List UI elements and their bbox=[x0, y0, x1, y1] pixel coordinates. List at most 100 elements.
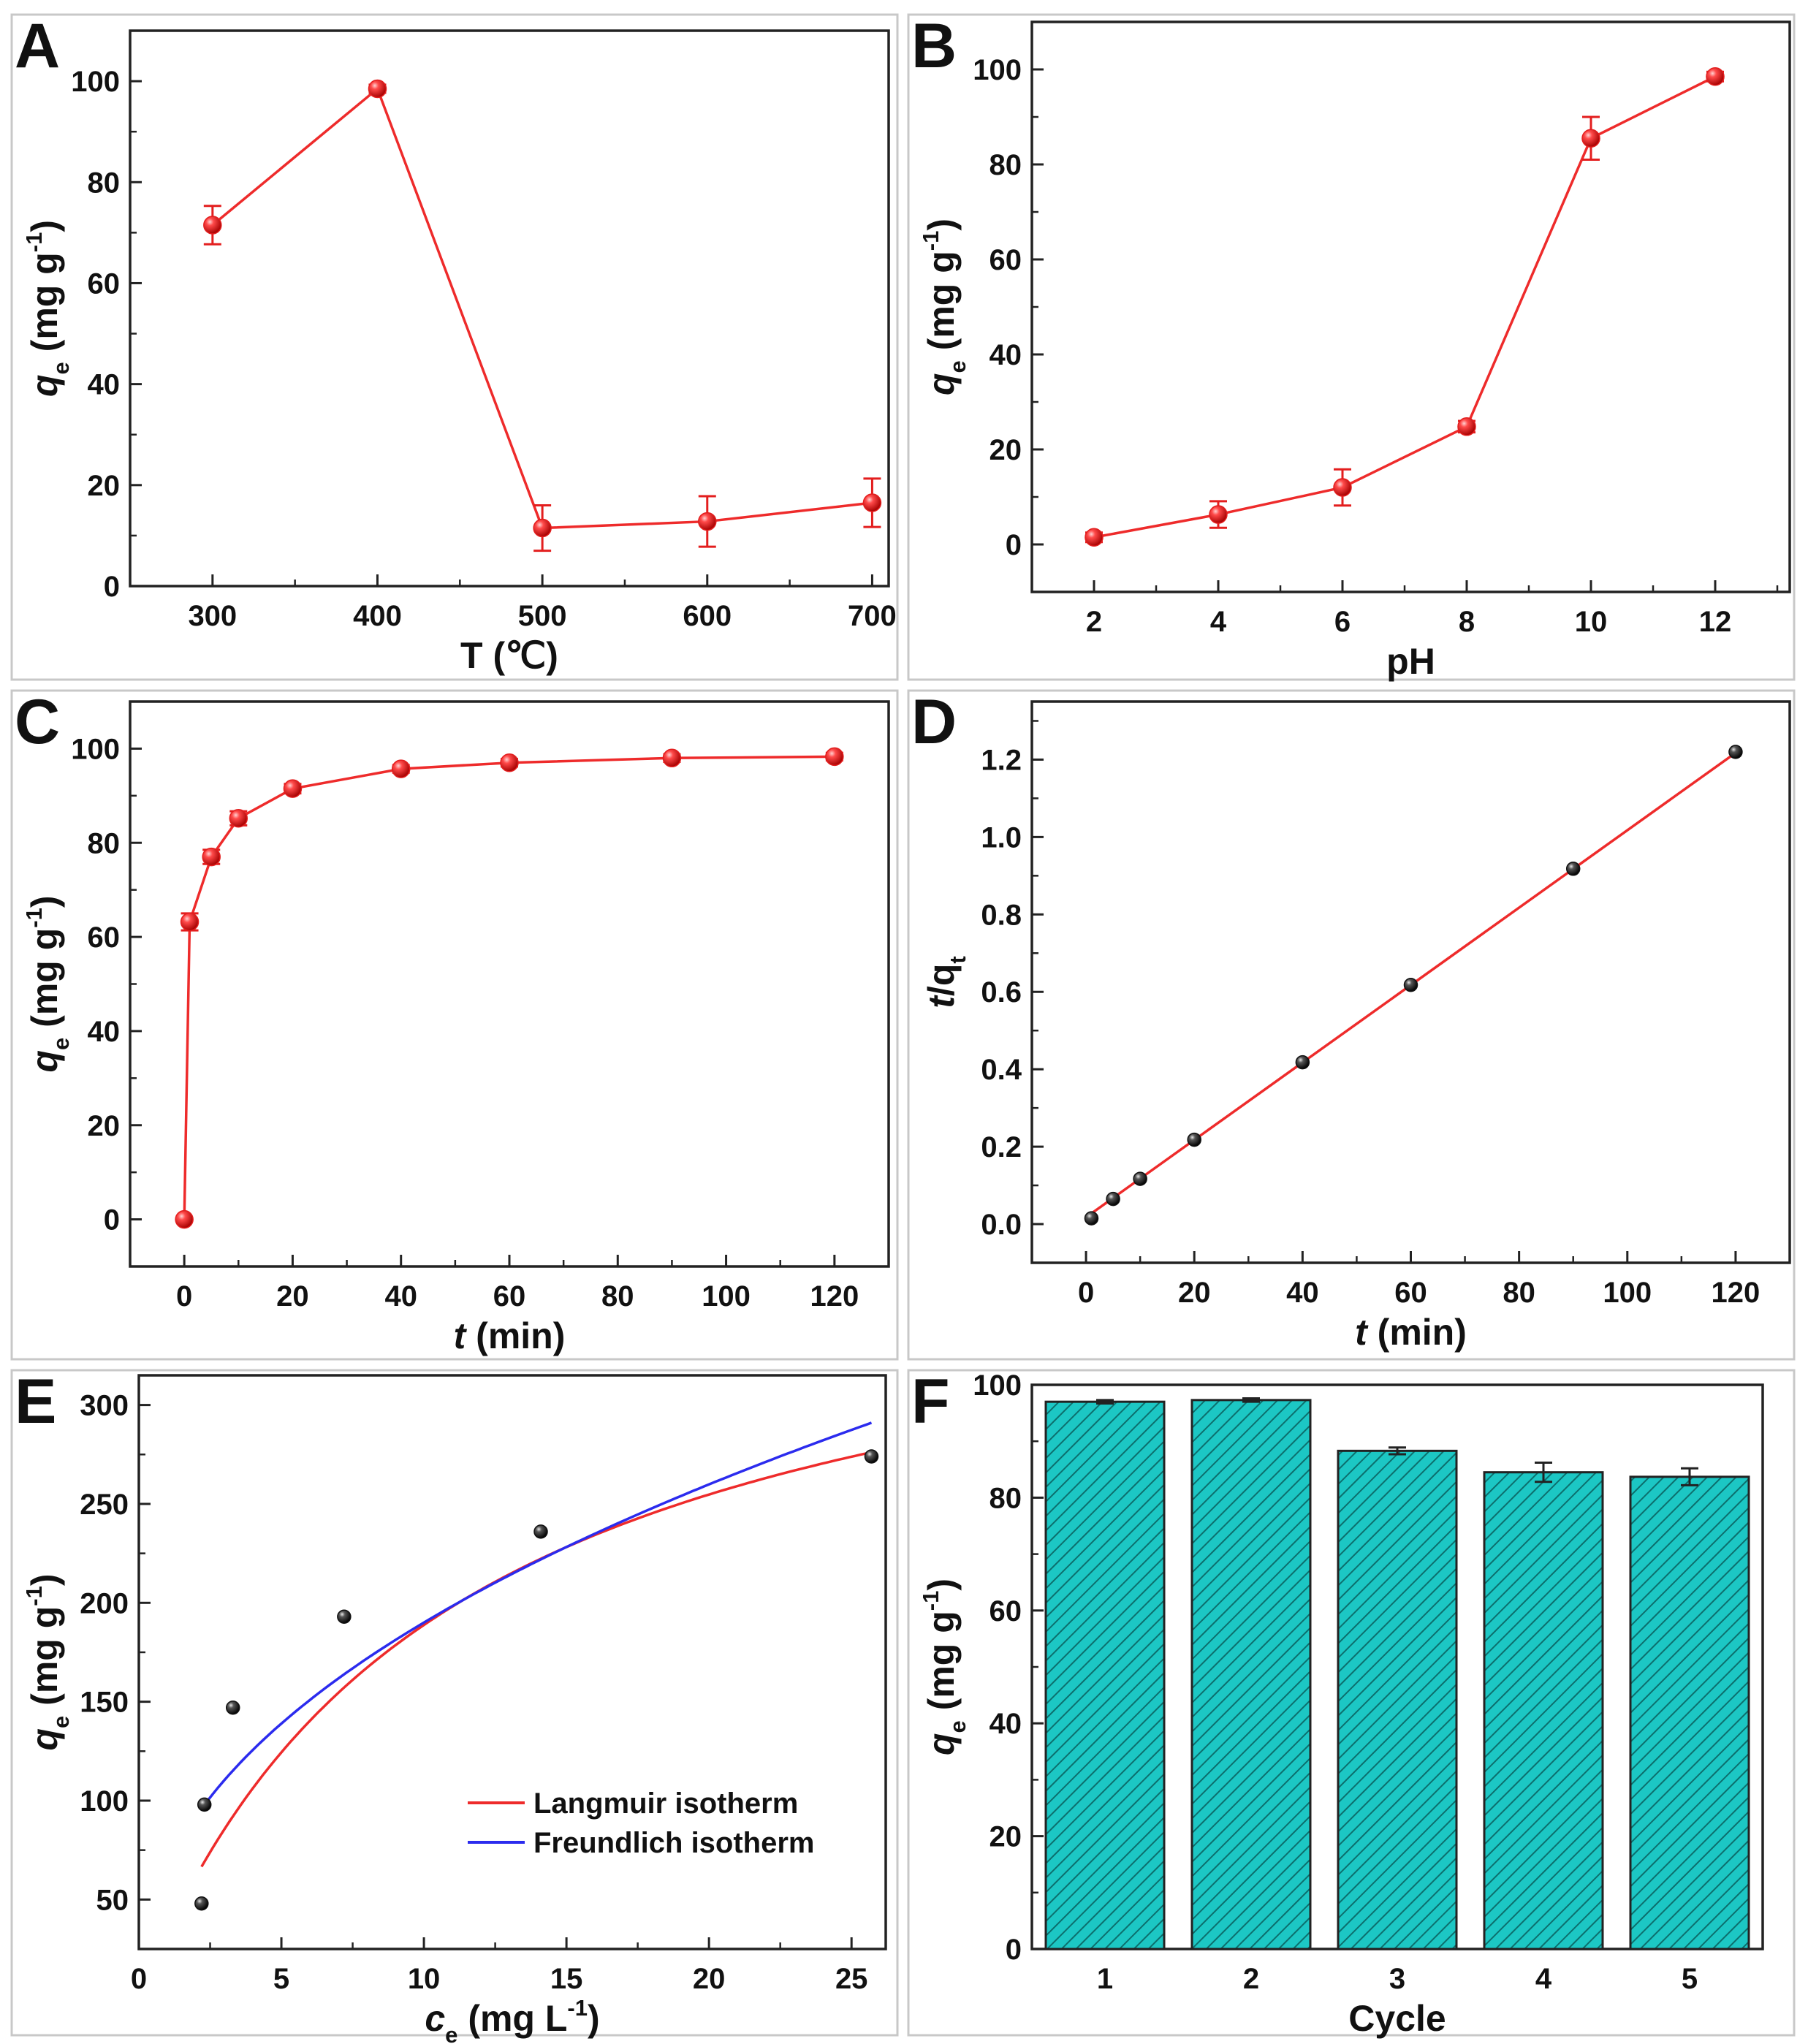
panel-c: 0 20 40 60 80 100 0 20 40 60 80 100 120 t (min) qe (mg… bbox=[10, 687, 899, 1361]
data-point bbox=[1084, 1211, 1099, 1226]
y-tick-label: 80 bbox=[990, 1482, 1022, 1514]
data-point bbox=[283, 779, 303, 798]
y-axis-title: qe (mg g-1) bbox=[918, 1578, 971, 1755]
x-tick-label: 0 bbox=[176, 1280, 192, 1312]
y-tick-label: 20 bbox=[990, 434, 1022, 466]
data-point bbox=[533, 1524, 548, 1539]
data-point bbox=[1133, 1171, 1147, 1186]
y-tick-label: 1.2 bbox=[981, 744, 1022, 776]
data-point bbox=[1209, 505, 1228, 524]
data-point bbox=[862, 493, 882, 512]
y-tick-label: 40 bbox=[88, 1016, 121, 1048]
x-tick-label: 60 bbox=[493, 1280, 526, 1312]
x-axis-title: Cycle bbox=[1348, 1998, 1446, 2039]
data-point bbox=[368, 79, 387, 99]
x-tick-label: 100 bbox=[1603, 1277, 1652, 1309]
data-point bbox=[864, 1449, 879, 1464]
data-point bbox=[1333, 478, 1352, 497]
data-point bbox=[1295, 1055, 1310, 1070]
y-tick-label: 250 bbox=[80, 1489, 129, 1521]
data-point bbox=[225, 1701, 240, 1715]
panel-f: 0 20 40 60 80 100 1 2 3 4 5 Cycle qe (mg g-1) F bbox=[907, 1367, 1796, 2039]
panel-border bbox=[10, 1369, 899, 2037]
data-point bbox=[1403, 977, 1418, 992]
x-tick-label: 6 bbox=[1334, 606, 1351, 638]
x-tick-label: 600 bbox=[683, 600, 732, 632]
data-point bbox=[1581, 129, 1600, 148]
y-tick-label: 80 bbox=[88, 167, 121, 199]
x-axis-title: t (min) bbox=[454, 1315, 566, 1356]
panel-d: 0.0 0.2 0.4 0.6 0.8 1.0 1.2 0 20 40 60 80 100 120 t (m… bbox=[907, 687, 1796, 1361]
y-tick-label: 0 bbox=[104, 571, 120, 603]
panel-border bbox=[907, 13, 1796, 681]
y-tick-label: 60 bbox=[990, 244, 1022, 276]
data-point bbox=[203, 216, 222, 235]
bar bbox=[1483, 1471, 1604, 1950]
y-tick-label: 20 bbox=[990, 1821, 1022, 1853]
data-point bbox=[202, 847, 221, 867]
legend-langmuir-label: Langmuir isotherm bbox=[533, 1787, 798, 1820]
panel-label-d: D bbox=[911, 687, 957, 757]
x-tick-label: 4 bbox=[1210, 606, 1227, 638]
x-tick-label: 0 bbox=[1078, 1277, 1094, 1309]
y-tick-label: 300 bbox=[80, 1390, 129, 1422]
y-tick-label: 50 bbox=[96, 1884, 129, 1916]
x-tick-label: 40 bbox=[1286, 1277, 1319, 1309]
x-tick-label: 10 bbox=[408, 1963, 441, 1995]
panel-border bbox=[10, 13, 899, 681]
y-tick-label: 80 bbox=[88, 827, 121, 859]
x-axis-title: t (min) bbox=[1355, 1312, 1467, 1353]
data-point bbox=[1085, 528, 1104, 547]
y-tick-label: 1.0 bbox=[981, 821, 1022, 854]
y-tick-label: 100 bbox=[71, 66, 120, 98]
panel-label-e: E bbox=[15, 1367, 56, 1437]
data-point bbox=[337, 1609, 352, 1624]
y-tick-label: 100 bbox=[71, 733, 120, 765]
plot-frame bbox=[137, 1374, 887, 1950]
x-tick-label: 8 bbox=[1459, 606, 1475, 638]
y-tick-label: 0.8 bbox=[981, 899, 1022, 931]
data-point bbox=[1106, 1191, 1120, 1207]
data-point bbox=[197, 1797, 212, 1812]
y-tick-label: 40 bbox=[88, 369, 121, 401]
x-tick-label: 20 bbox=[276, 1280, 309, 1312]
y-axis-title: qe (mg g-1) bbox=[21, 1573, 74, 1750]
panel-label-b: B bbox=[911, 11, 957, 81]
data-point bbox=[1706, 67, 1725, 86]
plot-frame bbox=[129, 29, 890, 588]
y-tick-label: 100 bbox=[80, 1785, 129, 1817]
y-tick-label: 150 bbox=[80, 1687, 129, 1719]
x-tick-label: 20 bbox=[693, 1963, 726, 1995]
x-tick-label: 40 bbox=[384, 1280, 417, 1312]
panel-b: 0 20 40 60 80 100 2 4 6 8 10 12 pH qe (mg g-1) B bbox=[907, 11, 1796, 682]
data-point bbox=[229, 809, 248, 828]
data-point bbox=[500, 753, 519, 772]
y-tick-label: 0.2 bbox=[981, 1131, 1022, 1163]
panel-border bbox=[907, 689, 1796, 1361]
x-tick-label: 120 bbox=[1712, 1277, 1760, 1309]
bar bbox=[1044, 1400, 1166, 1950]
x-tick-label: 2 bbox=[1243, 1963, 1259, 1995]
bar bbox=[1337, 1449, 1458, 1950]
y-tick-label: 100 bbox=[973, 1369, 1022, 1402]
y-tick-label: 60 bbox=[88, 267, 121, 300]
y-tick-label: 40 bbox=[990, 339, 1022, 371]
x-tick-label: 120 bbox=[810, 1280, 859, 1312]
x-tick-label: 500 bbox=[518, 600, 567, 632]
y-tick-label: 60 bbox=[88, 922, 121, 954]
y-tick-label: 0 bbox=[1006, 529, 1022, 561]
y-tick-label: 20 bbox=[88, 1110, 121, 1142]
y-tick-label: 80 bbox=[990, 149, 1022, 181]
data-point bbox=[391, 759, 411, 778]
data-point bbox=[662, 748, 682, 768]
data-point bbox=[533, 518, 552, 538]
data-point bbox=[1728, 745, 1743, 759]
freundlich-curve bbox=[200, 1421, 873, 1810]
bar bbox=[1629, 1475, 1750, 1950]
data-point bbox=[1565, 862, 1581, 876]
x-tick-label: 2 bbox=[1086, 606, 1102, 638]
x-tick-label: 400 bbox=[353, 600, 402, 632]
panel-label-f: F bbox=[911, 1367, 950, 1437]
x-axis-title: ce (mg L-1) bbox=[425, 1995, 599, 2044]
